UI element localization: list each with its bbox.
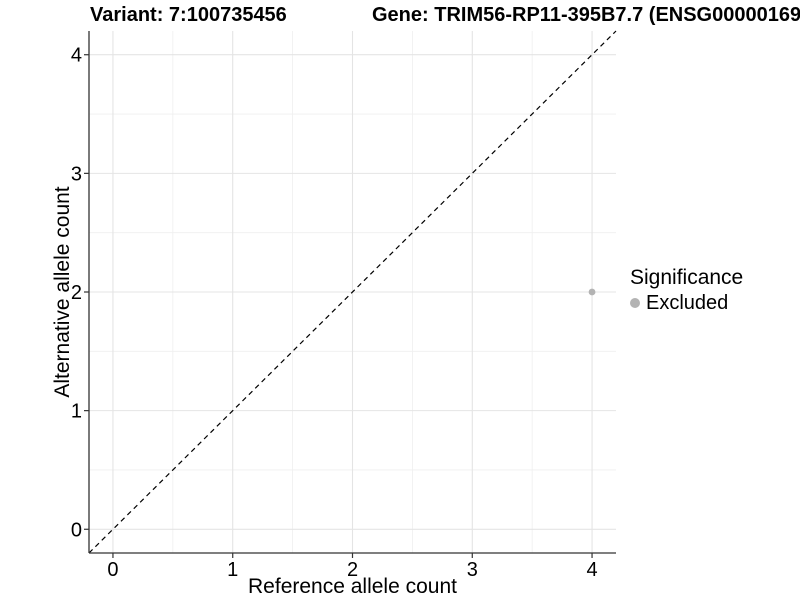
legend-item-excluded: Excluded [630, 292, 743, 314]
data-point [588, 288, 596, 296]
x-tick-label: 2 [347, 559, 358, 581]
legend: Significance Excluded [630, 266, 743, 314]
variant-title: Variant: 7:100735456 [90, 4, 287, 26]
y-tick-label: 3 [71, 163, 82, 185]
identity-reference-line [88, 30, 617, 554]
y-axis-title: Alternative allele count [51, 186, 74, 398]
x-axis-title: Reference allele count [248, 575, 457, 598]
y-tick-label: 2 [71, 282, 82, 304]
y-tick-label: 4 [71, 45, 82, 67]
y-tick-label: 1 [71, 401, 82, 423]
x-tick-label: 4 [586, 559, 597, 581]
legend-key-dot [630, 298, 640, 308]
legend-item-label: Excluded [646, 292, 729, 314]
x-tick-label: 1 [227, 559, 238, 581]
x-tick-label: 3 [467, 559, 478, 581]
gene-title: Gene: TRIM56-RP11-395B7.7 (ENSG00000169 [372, 4, 800, 26]
legend-title: Significance [630, 266, 744, 289]
y-tick-label: 0 [71, 519, 82, 541]
x-tick-label: 0 [107, 559, 118, 581]
